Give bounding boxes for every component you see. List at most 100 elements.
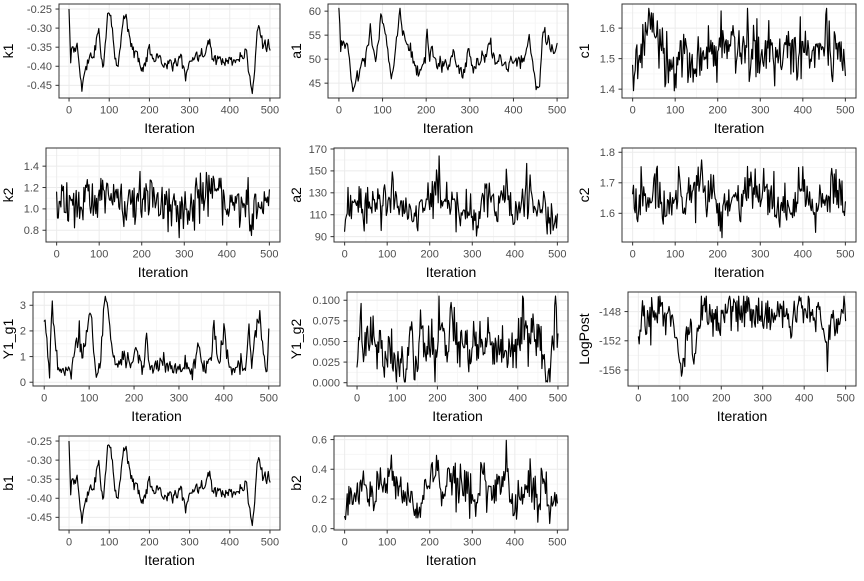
x-tick-label: 300 [180, 537, 198, 549]
panel-border [346, 291, 569, 387]
trace-line [632, 7, 846, 92]
x-tick-label: 400 [794, 249, 812, 261]
trace-line [43, 295, 270, 381]
x-tick-label: 0 [66, 105, 72, 117]
trace-line [68, 8, 271, 95]
y-tick-label: 1.0 [24, 204, 39, 216]
x-tick-label: 200 [421, 537, 439, 549]
x-tick-label: 0 [336, 105, 342, 117]
x-tick-label: 500 [836, 249, 854, 261]
panel-b2: 0 100 200 300 400 500 0.0 0.2 0.4 0.6 Iteration b2 [288, 432, 576, 576]
trace-chart-b1: 0 100 200 300 400 500 -0.45 -0.40 -0.35 -0.30 -0.2… [0, 435, 281, 568]
y-tick-label: 170 [309, 144, 327, 156]
x-axis-title: Iteration [426, 552, 477, 568]
trace-chart-y1-g2: 0 100 200 300 400 500 0.000 0.025 0.050 0.075 0.10… [288, 291, 569, 424]
y-tick-label: 1 [20, 351, 26, 363]
x-axis-title: Iteration [144, 552, 195, 568]
x-tick-label: 100 [100, 105, 118, 117]
y-tick-label: 1.6 [600, 208, 615, 220]
y-tick-label: -0.25 [27, 4, 52, 16]
x-tick-label: 300 [754, 393, 772, 405]
x-tick-label: 400 [218, 249, 236, 261]
x-tick-label: 300 [468, 393, 486, 405]
trace-line [344, 439, 558, 525]
x-tick-label: 400 [221, 537, 239, 549]
x-tick-label: 0 [635, 393, 641, 405]
y-tick-label: -0.30 [27, 23, 52, 35]
y-tick-label: 110 [309, 210, 327, 222]
panel-a2: 0 100 200 300 400 500 90 110 130 150 170 Iteration a… [288, 144, 576, 288]
x-tick-label: 0 [66, 537, 72, 549]
x-tick-label: 100 [100, 537, 118, 549]
panel-k2: 0 100 200 300 400 500 0.8 1.0 1.2 1.4 Iteration k2 [0, 144, 288, 288]
x-tick-label: 400 [509, 393, 527, 405]
x-tick-label: 100 [373, 105, 391, 117]
x-tick-label: 500 [836, 393, 854, 405]
trace-chart-logpost: 0 100 200 300 400 500 -156 -152 -148 Iteration Log… [576, 291, 857, 424]
y-tick-label: 60 [309, 6, 321, 18]
panel-logpost: 0 100 200 300 400 500 -156 -152 -148 Iteration Log… [576, 288, 864, 432]
x-tick-label: 100 [90, 249, 108, 261]
trace-line [632, 159, 846, 239]
y-axis-title: a2 [288, 187, 304, 203]
y-tick-label: 1.4 [600, 84, 615, 96]
x-tick-label: 100 [666, 249, 684, 261]
y-tick-label: 90 [315, 231, 327, 243]
y-tick-label: -0.35 [27, 474, 52, 486]
x-tick-label: 300 [463, 537, 481, 549]
x-tick-label: 500 [260, 393, 278, 405]
y-tick-label: -0.35 [27, 42, 52, 54]
y-tick-label: 1.6 [600, 23, 615, 35]
y-tick-label: -0.30 [27, 455, 52, 467]
trace-line [356, 295, 559, 383]
x-tick-label: 200 [140, 537, 158, 549]
x-axis-title: Iteration [714, 120, 765, 136]
y-tick-label: 0.000 [312, 378, 340, 390]
panel-y1-g2: 0 100 200 300 400 500 0.000 0.025 0.050 0.075 0.10… [288, 288, 576, 432]
y-tick-label: 2 [20, 326, 26, 338]
panel-y1-g1: 0 100 200 300 400 500 0 1 2 3 Iteration Y1_g1 [0, 288, 288, 432]
y-tick-label: 0.025 [312, 357, 340, 369]
y-tick-label: 55 [309, 30, 321, 42]
y-tick-label: 0.050 [312, 336, 340, 348]
x-tick-label: 300 [461, 105, 479, 117]
panel-border [32, 291, 281, 387]
x-tick-label: 400 [506, 537, 524, 549]
x-tick-label: 200 [133, 249, 151, 261]
panel-border [58, 435, 281, 531]
x-tick-label: 100 [378, 537, 396, 549]
trace-line [344, 155, 558, 237]
y-tick-label: 1.2 [24, 182, 39, 194]
y-tick-label: 150 [309, 166, 327, 178]
panel-a1: 0 100 200 300 400 500 45 50 55 60 Iteration a1 [288, 0, 576, 144]
y-tick-label: -0.45 [27, 80, 52, 92]
y-tick-label: -0.40 [27, 61, 52, 73]
y-tick-label: -0.40 [27, 493, 52, 505]
trace-chart-a2: 0 100 200 300 400 500 90 110 130 150 170 Iteration a… [288, 144, 569, 280]
x-axis-title: Iteration [138, 264, 189, 280]
y-axis-title: b1 [0, 475, 16, 491]
y-tick-label: 50 [309, 54, 321, 66]
x-tick-label: 100 [388, 393, 406, 405]
x-axis-title: Iteration [144, 120, 195, 136]
y-axis-title: c1 [576, 43, 592, 58]
y-axis-title: b2 [288, 475, 304, 491]
x-axis-title: Iteration [714, 264, 765, 280]
x-tick-label: 200 [421, 249, 439, 261]
panel-border [621, 147, 857, 243]
x-tick-label: 300 [175, 249, 193, 261]
y-axis-title: Y1_g1 [0, 319, 16, 360]
trace-chart-y1-g1: 0 100 200 300 400 500 0 1 2 3 Iteration Y1_g1 [0, 291, 281, 424]
y-tick-label: 0.075 [312, 316, 340, 328]
x-tick-label: 300 [751, 249, 769, 261]
y-tick-label: 0.6 [312, 434, 327, 446]
panel-b1: 0 100 200 300 400 500 -0.45 -0.40 -0.35 -0.30 -0.2… [0, 432, 288, 576]
x-tick-label: 0 [630, 105, 636, 117]
y-tick-label: 3 [20, 300, 26, 312]
x-tick-label: 500 [260, 249, 278, 261]
y-axis-title: k1 [0, 43, 16, 58]
x-axis-title: Iteration [426, 264, 477, 280]
x-tick-label: 0 [354, 393, 360, 405]
x-tick-label: 500 [261, 105, 279, 117]
